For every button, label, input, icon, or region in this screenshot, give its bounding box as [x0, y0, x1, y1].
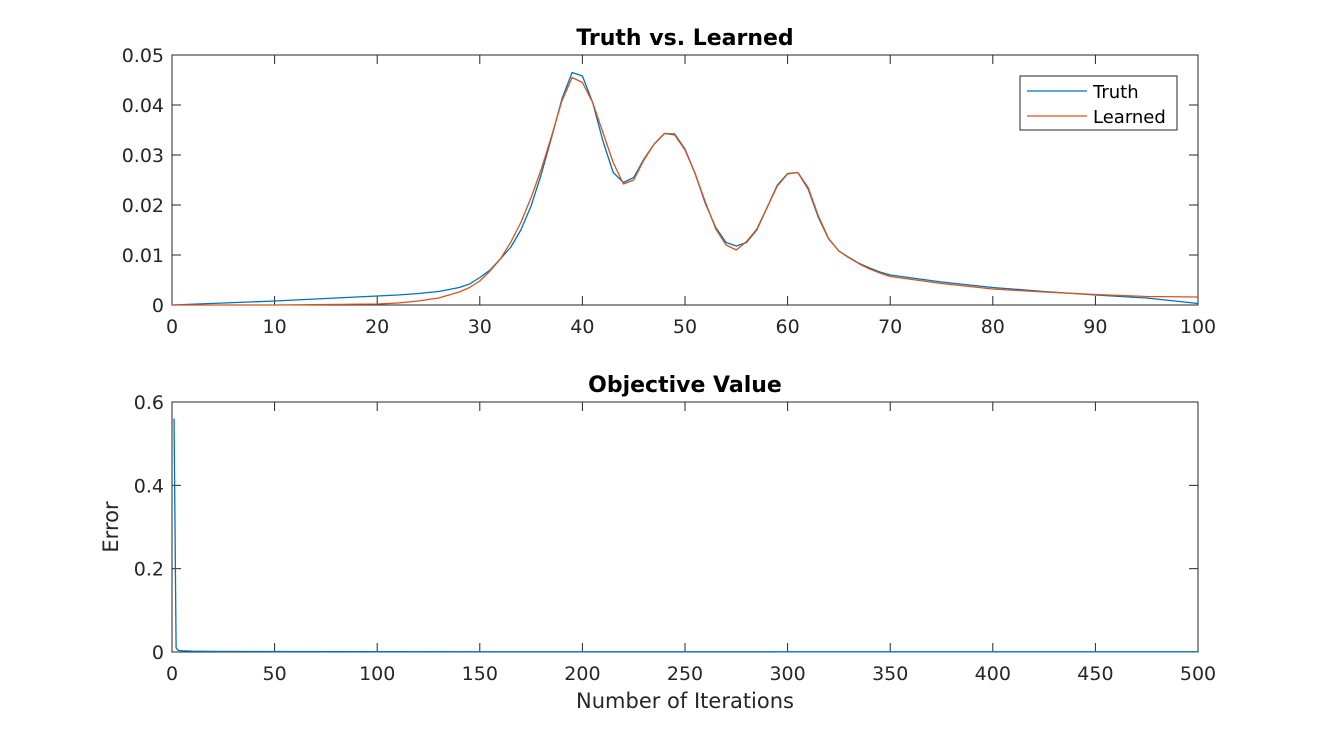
top-subplot: Truth vs. Learned 0 10 20 30 40 50 60 70 80 90 100… — [122, 26, 1216, 338]
x-tick-label: 100 — [1180, 316, 1216, 338]
x-tick-label: 300 — [769, 663, 805, 685]
x-tick-label: 500 — [1180, 663, 1216, 685]
x-tick-label: 450 — [1077, 663, 1113, 685]
x-tick-label: 350 — [872, 663, 908, 685]
y-tick-label: 0.05 — [122, 45, 164, 67]
bottom-y-axis-label: Error — [99, 501, 123, 553]
bottom-chart-title: Objective Value — [588, 373, 782, 398]
y-tick-label: 0.01 — [122, 245, 164, 267]
bottom-x-axis-label: Number of Iterations — [576, 689, 794, 713]
x-tick-label: 150 — [462, 663, 498, 685]
x-tick-label: 40 — [570, 316, 594, 338]
y-tick-label: 0.6 — [134, 392, 164, 414]
x-tick-label: 20 — [365, 316, 389, 338]
bottom-axes-box — [171, 401, 1199, 653]
x-tick-label: 0 — [166, 316, 178, 338]
x-tick-label: 250 — [667, 663, 703, 685]
x-tick-label: 30 — [468, 316, 492, 338]
x-tick-label: 80 — [981, 316, 1005, 338]
series-line-learned — [172, 76, 1199, 306]
y-tick-label: 0.4 — [134, 475, 164, 497]
y-tick-label: 0.04 — [122, 95, 164, 117]
x-tick-label: 400 — [975, 663, 1011, 685]
x-tick-label: 10 — [263, 316, 287, 338]
top-series-lines — [171, 71, 1199, 306]
top-axis-ticks: 0 10 20 30 40 50 60 70 80 90 100 0 0.01 0.02 0.03 0.04 0… — [122, 45, 1216, 338]
legend-label-learned: Learned — [1093, 107, 1166, 128]
bottom-series-lines — [173, 418, 1198, 653]
x-tick-label: 70 — [878, 316, 902, 338]
x-tick-label: 100 — [359, 663, 395, 685]
x-tick-label: 200 — [564, 663, 600, 685]
x-tick-label: 50 — [673, 316, 697, 338]
y-tick-label: 0.2 — [134, 559, 164, 581]
bottom-axis-ticks: 0 50 100 150 200 250 300 350 400 450 500 0 0.2 0.4 0.6 — [134, 392, 1216, 685]
x-tick-label: 90 — [1083, 316, 1107, 338]
y-tick-label: 0.03 — [122, 145, 164, 167]
top-legend: Truth Learned — [1019, 75, 1178, 131]
x-tick-label: 50 — [263, 663, 287, 685]
y-tick-label: 0 — [152, 642, 164, 664]
legend-label-truth: Truth — [1092, 82, 1139, 103]
y-tick-label: 0 — [152, 295, 164, 317]
y-tick-label: 0.02 — [122, 195, 164, 217]
legend-box — [1019, 75, 1178, 131]
top-chart-title: Truth vs. Learned — [576, 26, 793, 51]
x-tick-label: 60 — [776, 316, 800, 338]
objective-series-line — [173, 418, 1198, 653]
bottom-subplot: Objective Value 0 50 100 150 200 250 300 350 400… — [99, 373, 1216, 713]
x-tick-label: 0 — [166, 663, 178, 685]
